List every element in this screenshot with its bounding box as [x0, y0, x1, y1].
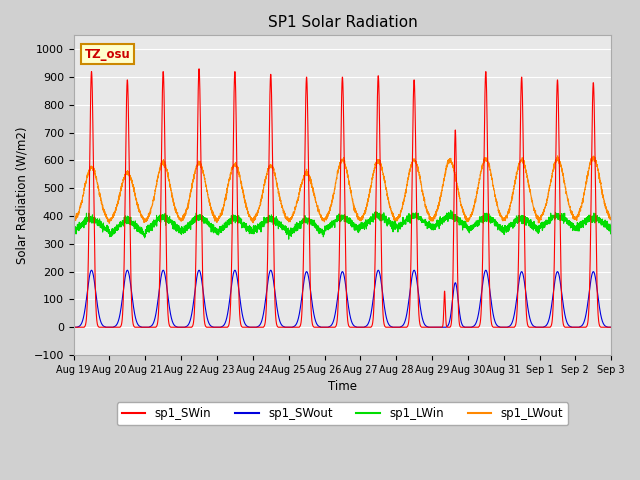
- sp1_SWin: [70, 324, 77, 330]
- sp1_LWout: [433, 206, 441, 212]
- sp1_SWout: [463, 324, 470, 330]
- sp1_SWin: [323, 324, 330, 330]
- sp1_SWin: [463, 324, 470, 330]
- sp1_LWout: [323, 217, 330, 223]
- sp1_SWout: [493, 323, 501, 328]
- sp1_LWin: [285, 236, 292, 242]
- sp1_SWin: [607, 324, 615, 330]
- sp1_LWout: [166, 183, 174, 189]
- sp1_SWout: [70, 324, 77, 330]
- sp1_LWin: [70, 229, 77, 235]
- Line: sp1_LWout: sp1_LWout: [74, 156, 611, 223]
- Line: sp1_SWout: sp1_SWout: [74, 270, 611, 327]
- sp1_LWin: [323, 225, 330, 230]
- sp1_SWout: [323, 324, 330, 330]
- sp1_LWout: [463, 217, 470, 223]
- sp1_SWout: [166, 310, 174, 316]
- sp1_LWout: [70, 218, 77, 224]
- sp1_LWin: [607, 221, 615, 227]
- sp1_SWin: [607, 324, 614, 330]
- sp1_SWout: [607, 324, 615, 330]
- sp1_LWin: [463, 222, 471, 228]
- sp1_LWout: [493, 202, 501, 207]
- sp1_LWout: [607, 216, 614, 221]
- sp1_LWout: [554, 153, 561, 159]
- sp1_SWin: [433, 324, 441, 330]
- sp1_LWout: [106, 220, 113, 226]
- Line: sp1_LWin: sp1_LWin: [74, 210, 611, 239]
- sp1_SWin: [493, 324, 501, 330]
- Y-axis label: Solar Radiation (W/m2): Solar Radiation (W/m2): [15, 126, 28, 264]
- Legend: sp1_SWin, sp1_SWout, sp1_LWin, sp1_LWout: sp1_SWin, sp1_SWout, sp1_LWin, sp1_LWout: [117, 402, 568, 425]
- sp1_SWout: [607, 324, 614, 330]
- Line: sp1_SWin: sp1_SWin: [74, 69, 611, 327]
- sp1_LWin: [447, 207, 454, 213]
- sp1_SWin: [166, 324, 174, 330]
- sp1_SWout: [88, 267, 95, 273]
- X-axis label: Time: Time: [328, 380, 357, 393]
- sp1_LWin: [166, 218, 174, 224]
- sp1_LWout: [607, 217, 615, 223]
- sp1_SWin: [195, 66, 203, 72]
- sp1_LWin: [607, 231, 614, 237]
- sp1_SWout: [433, 324, 441, 330]
- sp1_LWin: [433, 220, 441, 226]
- sp1_LWin: [493, 221, 501, 227]
- Text: TZ_osu: TZ_osu: [84, 48, 130, 60]
- Title: SP1 Solar Radiation: SP1 Solar Radiation: [268, 15, 417, 30]
